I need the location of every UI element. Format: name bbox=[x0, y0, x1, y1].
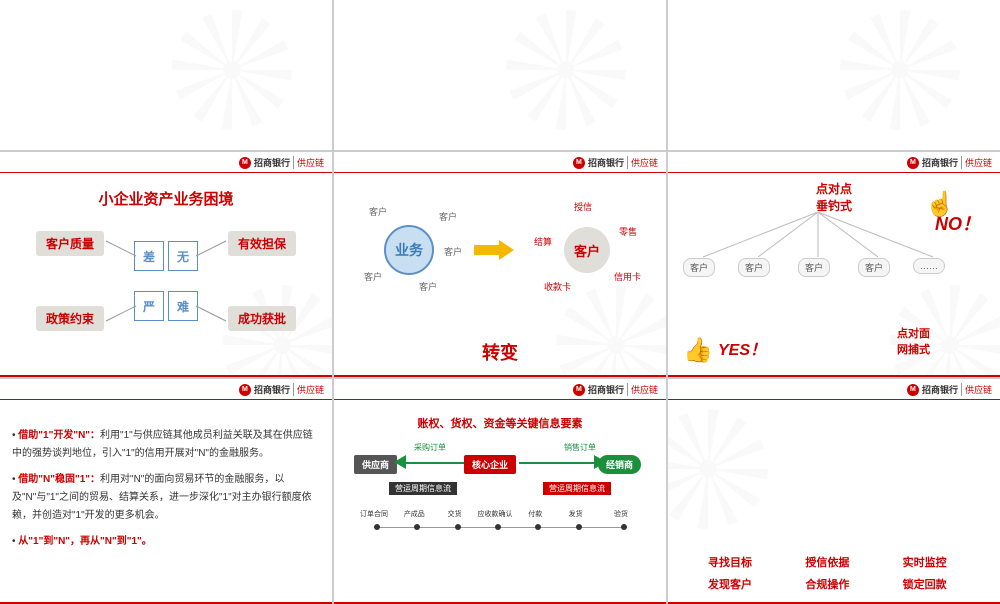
timeline-axis: 订单合同 产成品 交货 应收款确认 付款 发货 验货 bbox=[374, 527, 626, 528]
arrow-right bbox=[519, 462, 599, 464]
box-tr: 有效担保 bbox=[228, 231, 296, 256]
logo-icon: M bbox=[573, 157, 585, 169]
arrow-left bbox=[399, 462, 464, 464]
supplier-box: 供应商 bbox=[354, 455, 397, 474]
para-1: • 借助"1"开发"N"：利用"1"与供应链其他成员利益关联及其在供应链中的强势… bbox=[12, 427, 320, 463]
logo-icon: M bbox=[907, 384, 919, 396]
node-1: 差 bbox=[134, 241, 164, 271]
core-box: 核心企业 bbox=[464, 455, 516, 474]
node-2: 无 bbox=[168, 241, 198, 271]
slide-9: M招商银行供应链 寻找目标 授信依据 实时监控 发现客户 合规操作 锁定回款 bbox=[668, 379, 1000, 604]
kw-6: 锁定回款 bbox=[903, 576, 980, 592]
logo-icon: M bbox=[239, 384, 251, 396]
kw-5: 合规操作 bbox=[805, 576, 882, 592]
business-circle: 业务 bbox=[384, 225, 434, 275]
box-tl: 客户质量 bbox=[36, 231, 104, 256]
kw-4: 发现客户 bbox=[708, 576, 785, 592]
slide-8: M招商银行供应链 账权、货权、资金等关键信息要素 供应商 核心企业 经销商 采购… bbox=[334, 379, 666, 604]
node-3: 严 bbox=[134, 291, 164, 321]
para-2: • 借助"N"稳固"1"：利用对"N"的面向贸易环节的金融服务，以及"N"与"1… bbox=[12, 471, 320, 525]
logo-icon: M bbox=[907, 157, 919, 169]
kw-2: 授信依据 bbox=[805, 554, 882, 570]
slide-title: 小企业资产业务困境 bbox=[12, 188, 320, 209]
suffix-text: 供应链 bbox=[293, 156, 324, 169]
slide-1 bbox=[0, 0, 332, 150]
node-4: 难 bbox=[168, 291, 198, 321]
arrow-icon bbox=[474, 240, 514, 260]
slide-5: M招商银行供应链 业务 客户 客户 客户 客户 客户 客户 授信 结算 零售 收… bbox=[334, 152, 666, 377]
slide-6: M招商银行供应链 点对点 垂钓式 NO！ ☝️ 客户 客户 客户 客户 …… 👍… bbox=[668, 152, 1000, 377]
slide-3 bbox=[668, 0, 1000, 150]
timeline-title: 账权、货权、资金等关键信息要素 bbox=[346, 415, 654, 431]
quadrant-diagram: 客户质量 有效担保 政策约束 成功获批 差 无 严 难 bbox=[36, 221, 296, 341]
para-3: • 从"1"到"N"，再从"N"到"1"。 bbox=[12, 533, 320, 551]
box-br: 成功获批 bbox=[228, 306, 296, 331]
transform-label: 转变 bbox=[334, 339, 666, 365]
net-label: 点对面 网捕式 bbox=[897, 325, 930, 357]
logo-icon: M bbox=[239, 157, 251, 169]
customer-circle: 客户 bbox=[564, 227, 610, 273]
slide-4: M招商银行供应链 小企业资产业务困境 客户质量 有效担保 政策约束 成功获批 差… bbox=[0, 152, 332, 377]
yes-label: YES！ bbox=[718, 336, 766, 360]
box-bl: 政策约束 bbox=[36, 306, 104, 331]
slide-2 bbox=[334, 0, 666, 150]
keyword-grid: 寻找目标 授信依据 实时监控 发现客户 合规操作 锁定回款 bbox=[708, 554, 980, 592]
kw-3: 实时监控 bbox=[903, 554, 980, 570]
slide-7: M招商银行供应链 • 借助"1"开发"N"：利用"1"与供应链其他成员利益关联及… bbox=[0, 379, 332, 604]
kw-1: 寻找目标 bbox=[708, 554, 785, 570]
logo-icon: M bbox=[573, 384, 585, 396]
brand-text: 招商银行 bbox=[254, 156, 290, 169]
thumbs-up-icon: 👍 bbox=[683, 336, 713, 365]
